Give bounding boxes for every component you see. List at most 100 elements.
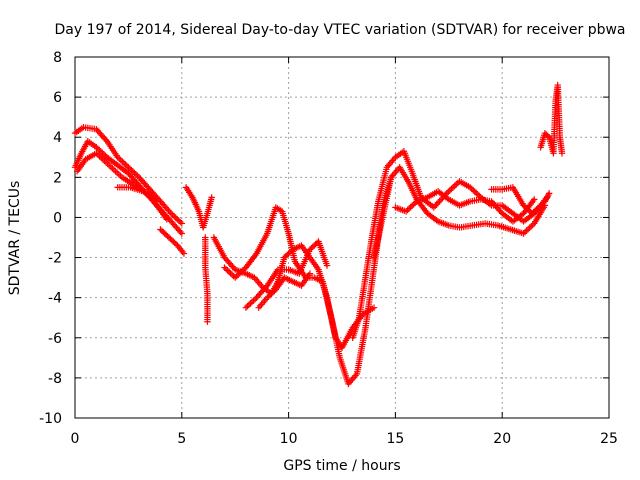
data-point [521, 228, 529, 236]
x-tick-label: 10 [280, 431, 298, 447]
data-point [436, 197, 443, 205]
x-tick-label: 5 [177, 431, 186, 447]
data-point [225, 268, 233, 276]
data-point [448, 185, 455, 193]
data-point [449, 184, 457, 191]
data-point [94, 145, 102, 152]
data-point [407, 203, 414, 211]
data-point [174, 215, 181, 223]
data-point [526, 224, 533, 231]
data-point [245, 301, 253, 309]
y-tick-label: 0 [53, 210, 62, 226]
data-point [128, 166, 135, 174]
data-point [446, 187, 454, 194]
data-point [126, 165, 134, 172]
data-point [119, 158, 126, 165]
data-point [323, 262, 331, 269]
data-point [531, 196, 538, 203]
data-point [102, 136, 109, 143]
data-point [166, 208, 173, 216]
y-tick-label: -8 [48, 371, 62, 387]
data-point [473, 189, 480, 197]
data-point [235, 271, 242, 278]
data-point [170, 213, 178, 220]
data-point [116, 155, 123, 162]
data-point [175, 217, 182, 224]
y-tick-label: -2 [48, 251, 62, 267]
data-point [222, 265, 230, 273]
data-point [468, 185, 475, 192]
data-point [451, 182, 458, 190]
data-point [544, 132, 551, 140]
data-point [238, 268, 245, 276]
y-tick-labels: -10 -8 -6 -4 -2 0 2 4 6 8 [39, 50, 62, 427]
data-point [152, 198, 160, 205]
data-point [177, 228, 184, 236]
data-point [466, 184, 474, 191]
data-point [204, 318, 211, 325]
data-point [163, 216, 171, 223]
x-tick-label: 20 [493, 431, 511, 447]
data-point [115, 171, 122, 178]
data-point [236, 270, 243, 277]
data-point [470, 187, 477, 194]
data-point [125, 164, 132, 171]
data-point [524, 225, 532, 233]
data-point [97, 148, 105, 155]
data-point [178, 220, 185, 227]
data-point [262, 283, 270, 291]
y-axis-label: SDTVAR / TECUs [7, 181, 23, 296]
plot-frame [74, 56, 610, 419]
x-tick-label: 0 [71, 431, 80, 447]
data-points [71, 81, 566, 388]
data-point [402, 208, 410, 215]
data-point [99, 149, 106, 157]
data-point [113, 169, 121, 177]
y-tick-label: -10 [39, 411, 62, 427]
data-point [444, 195, 451, 202]
data-point [244, 303, 251, 310]
y-tick-label: 2 [53, 170, 62, 186]
data-point [412, 199, 419, 207]
data-point [523, 227, 530, 234]
data-point [131, 169, 138, 177]
data-point [177, 218, 184, 226]
data-point [543, 194, 551, 201]
data-point [527, 223, 535, 230]
data-point [208, 194, 215, 201]
data-point [134, 172, 141, 180]
data-point [370, 304, 378, 311]
data-point [228, 271, 236, 278]
data-point [529, 221, 536, 229]
data-point [172, 214, 179, 221]
axis-ticks [74, 56, 610, 419]
data-point [110, 166, 118, 174]
data-point [233, 272, 240, 280]
chart-title: Day 197 of 2014, Sidereal Day-to-day VTE… [54, 22, 625, 38]
y-tick-label: -6 [48, 331, 62, 347]
y-tick-label: 6 [53, 90, 62, 106]
data-point [545, 190, 553, 197]
data-point [178, 230, 185, 237]
data-point [474, 191, 481, 198]
x-axis-label: GPS time / hours [283, 458, 400, 474]
data-point [404, 206, 411, 214]
data-point [558, 150, 566, 157]
data-point [433, 217, 440, 224]
data-point [122, 161, 129, 168]
data-point [242, 304, 250, 311]
data-point [123, 162, 131, 170]
data-point [405, 205, 413, 212]
data-point [117, 156, 124, 164]
data-point [251, 295, 259, 303]
x-tick-labels: 0 5 10 15 20 25 [71, 431, 618, 447]
data-point [471, 188, 478, 195]
data-point [93, 144, 100, 151]
data-point [129, 168, 137, 175]
data-point [232, 274, 239, 281]
data-point [227, 270, 234, 277]
data-point [167, 210, 175, 217]
data-point [221, 264, 228, 271]
data-point [410, 201, 417, 208]
